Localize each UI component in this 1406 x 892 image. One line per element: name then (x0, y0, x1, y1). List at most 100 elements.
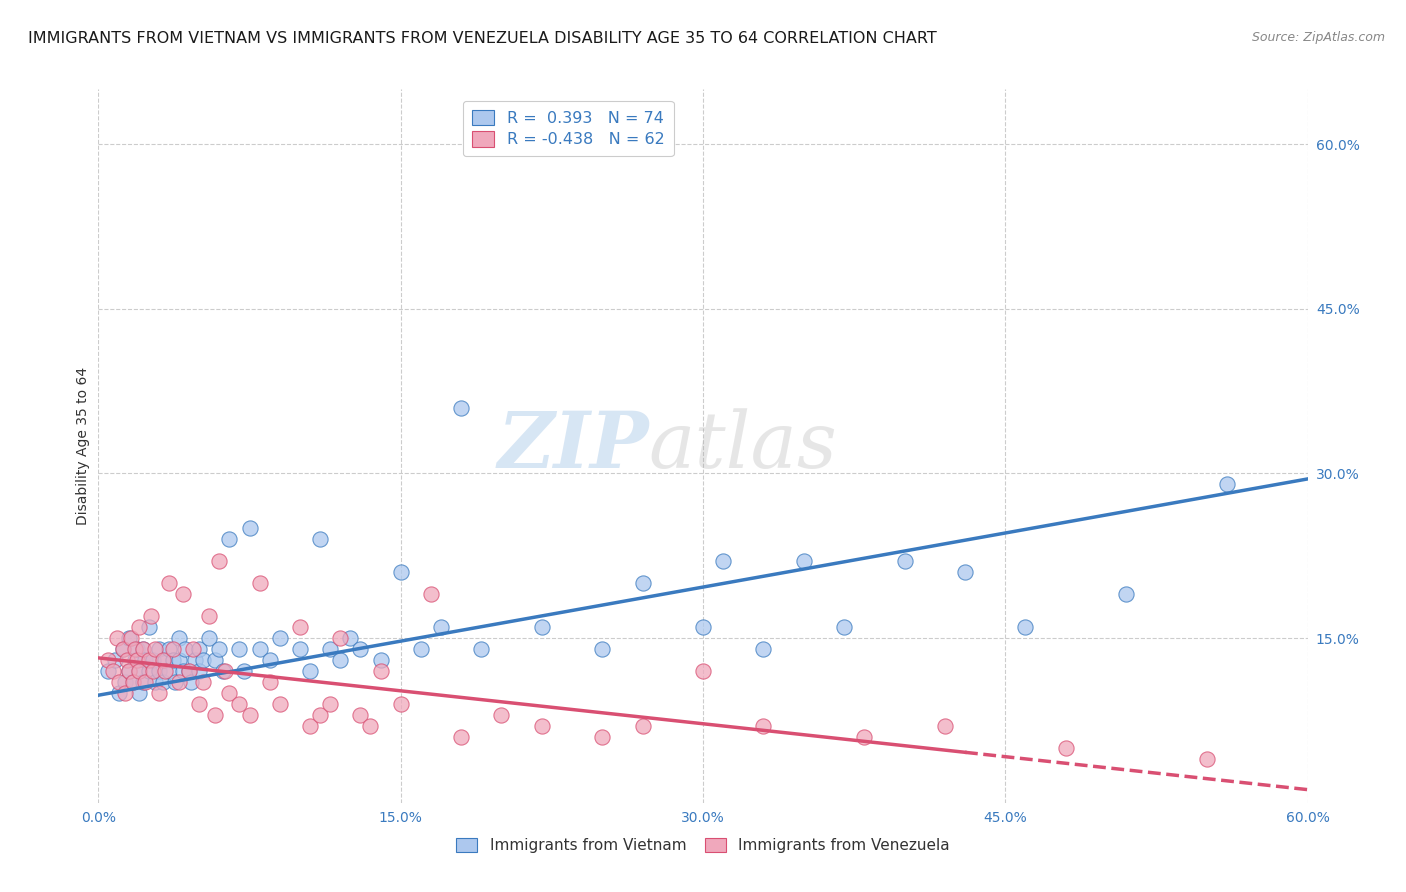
Point (148, 686, 170, 700)
Point (591, 642, 613, 657)
Point (530, 620, 553, 634)
Point (953, 566, 976, 580)
Point (188, 642, 211, 657)
Point (259, 653, 281, 667)
Point (198, 609, 221, 624)
Point (148, 664, 170, 678)
Point (631, 719, 654, 733)
Point (111, 642, 134, 657)
Point (180, 675, 202, 690)
Point (259, 675, 281, 690)
Point (198, 631, 221, 645)
Point (111, 642, 134, 657)
Point (128, 664, 150, 678)
Point (692, 664, 714, 678)
Point (269, 697, 291, 711)
Point (232, 664, 254, 678)
Point (152, 653, 174, 667)
Point (132, 642, 155, 657)
Y-axis label: Disability Age 35 to 64: Disability Age 35 to 64 (76, 367, 90, 525)
Point (853, 730, 876, 744)
Point (329, 631, 352, 645)
Point (125, 653, 148, 667)
Point (349, 642, 371, 657)
Point (934, 719, 956, 733)
Point (212, 664, 235, 678)
Point (105, 631, 128, 645)
Point (893, 554, 915, 568)
Point (128, 620, 150, 634)
Point (118, 631, 141, 645)
Point (163, 675, 186, 690)
Point (162, 653, 184, 667)
Point (97, 664, 120, 678)
Point (370, 664, 392, 678)
Point (299, 719, 322, 733)
Point (107, 675, 129, 690)
Point (239, 708, 262, 723)
Point (1195, 752, 1218, 766)
Point (114, 686, 136, 700)
Point (430, 620, 453, 634)
Point (124, 642, 146, 657)
Point (132, 642, 155, 657)
Point (193, 675, 215, 690)
Point (208, 642, 231, 657)
Point (157, 664, 180, 678)
Point (591, 730, 613, 744)
Point (204, 708, 226, 723)
Point (124, 653, 146, 667)
Text: IMMIGRANTS FROM VIETNAM VS IMMIGRANTS FROM VENEZUELA DISABILITY AGE 35 TO 64 COR: IMMIGRANTS FROM VIETNAM VS IMMIGRANTS FR… (28, 31, 936, 46)
Point (125, 642, 148, 657)
Point (188, 664, 211, 678)
Point (118, 664, 141, 678)
Point (181, 642, 204, 657)
Point (309, 533, 332, 547)
Point (107, 686, 129, 700)
Point (309, 708, 332, 723)
Point (249, 642, 271, 657)
Point (389, 697, 412, 711)
Point (631, 576, 654, 591)
Point (143, 642, 166, 657)
Point (299, 664, 322, 678)
Point (752, 642, 775, 657)
Point (167, 653, 190, 667)
Point (134, 653, 156, 667)
Point (142, 653, 165, 667)
Point (153, 653, 176, 667)
Point (121, 675, 143, 690)
Point (157, 576, 180, 591)
Point (1014, 620, 1036, 634)
Point (420, 587, 443, 601)
Point (228, 642, 250, 657)
Point (249, 576, 271, 591)
Point (132, 675, 155, 690)
Point (288, 642, 311, 657)
Point (138, 664, 160, 678)
Point (470, 642, 492, 657)
Point (167, 675, 190, 690)
Point (101, 664, 124, 678)
Point (1054, 740, 1077, 755)
Point (184, 653, 207, 667)
Point (143, 675, 166, 690)
Point (162, 642, 184, 657)
Point (319, 697, 342, 711)
Point (179, 664, 201, 678)
Point (179, 664, 201, 678)
Point (128, 664, 150, 678)
Point (138, 653, 160, 667)
Text: atlas: atlas (648, 408, 838, 484)
Point (711, 554, 734, 568)
Point (120, 631, 142, 645)
Point (450, 401, 472, 415)
Point (389, 566, 412, 580)
Point (138, 620, 160, 634)
Legend: Immigrants from Vietnam, Immigrants from Venezuela: Immigrants from Vietnam, Immigrants from… (450, 831, 956, 859)
Point (793, 554, 815, 568)
Point (153, 664, 176, 678)
Point (204, 653, 226, 667)
Text: Source: ZipAtlas.com: Source: ZipAtlas.com (1251, 31, 1385, 45)
Point (152, 675, 174, 690)
